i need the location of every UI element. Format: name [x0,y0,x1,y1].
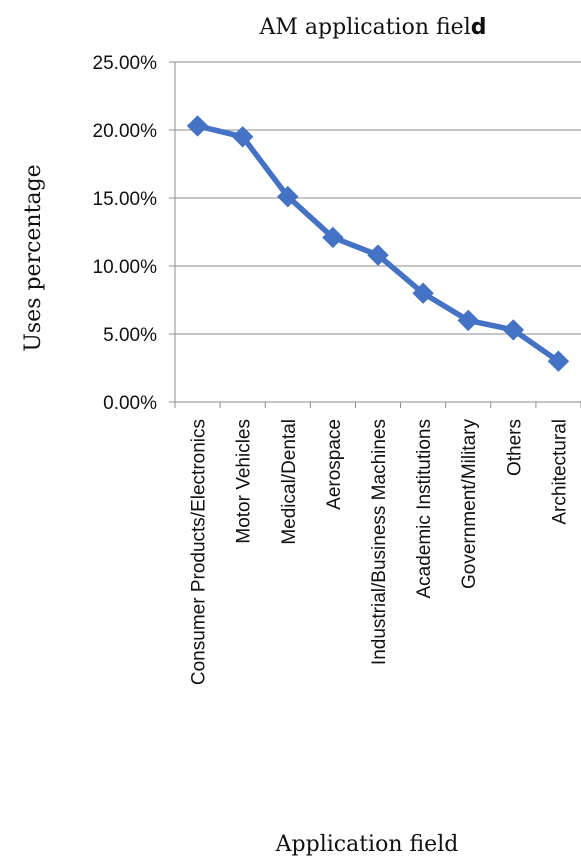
grid-lines [175,61,581,335]
data-point-marker [186,115,209,137]
x-tick-label: Others [504,419,525,476]
data-point-marker [547,350,570,372]
y-tick-label: 10.00% [93,257,158,278]
x-tick-label: Consumer Products/Electronics [189,419,210,685]
data-point-marker [367,244,389,266]
chart-title: AM application field [259,15,487,40]
y-tick-labels: 0.00% 5.00% 10.00% 15.00% 20.00% 25.00% [93,53,158,414]
series-line [194,123,562,364]
data-point-marker [277,185,299,208]
x-tick-label: Industrial/Business Machines [369,419,390,665]
y-axis-title: Uses percentage [21,164,46,351]
y-tick-label: 0.00% [103,393,157,414]
y-tick-label: 20.00% [93,121,158,142]
axes [169,61,581,408]
x-tick-label: Architectural [549,419,570,525]
data-point-marker [502,319,525,341]
data-point-marker [322,226,344,249]
series-layer [186,115,570,372]
x-tick-label: Medical/Dental [279,419,300,545]
data-point-marker [412,282,434,304]
chart-title-tail: d [471,15,487,40]
x-tick-label: Academic Institutions [414,419,435,599]
y-tick-label: 15.00% [93,189,158,210]
x-tick-labels: Consumer Products/Electronics Motor Vehic… [189,419,571,686]
y-tick-label: 25.00% [93,53,158,74]
data-point-marker [457,309,479,332]
x-tick-label: Aerospace [324,419,345,510]
x-tick-label: Motor Vehicles [234,419,255,544]
x-axis-title: Application field [275,832,459,857]
x-tick-label: Government/Military [459,419,480,589]
chart-title-main: AM application fiel [259,15,471,40]
y-tick-label: 5.00% [103,325,157,346]
data-point-marker [231,126,254,148]
